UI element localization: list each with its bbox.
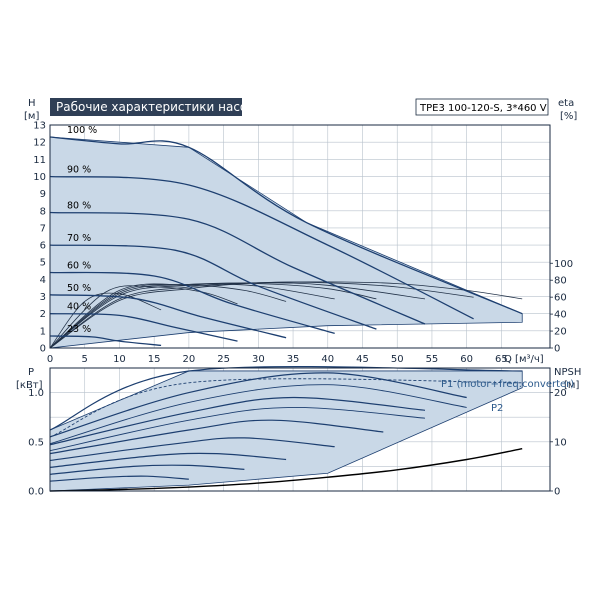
speed-curve-3 — [49, 244, 377, 330]
top-speed-curves: 100 % 90 % 80 % 70 % 60 % 50 % 40 % 23 % — [49, 125, 523, 347]
top-y2-tick-label: 20 — [554, 327, 567, 338]
legend-p2: P2 — [491, 403, 503, 414]
model-box — [415, 98, 549, 116]
p1-curve-5 — [49, 452, 287, 468]
speed-curve-5 — [49, 294, 287, 339]
top-x-tick-label: 5 — [82, 354, 88, 365]
p2-curve-2 — [49, 406, 426, 452]
top-envelope — [49, 136, 523, 349]
speed-curve-7 — [49, 335, 162, 347]
legend-p1: P1 (motor+freq.converter) — [441, 379, 574, 390]
eta-curve-6 — [49, 285, 238, 349]
bottom-y2-tick-label: 20 — [554, 388, 567, 399]
top-y-tick-label: 6 — [40, 241, 46, 252]
top-x-tick-label: 60 — [460, 354, 473, 365]
top-x-tick-label: 65 — [495, 354, 508, 365]
speed-curve-label-5: 50 % — [67, 283, 91, 294]
top-y-tick-label: 7 — [40, 223, 46, 234]
top-y-tick-label: 1 — [40, 326, 46, 337]
top-x-tick-label: 10 — [113, 354, 126, 365]
speed-curve-2 — [49, 211, 426, 325]
top-y2-axis-symbol: eta — [558, 98, 574, 109]
speed-curve-6 — [49, 313, 238, 342]
top-x-tick-label: 30 — [252, 354, 265, 365]
top-y-tick-label: 10 — [33, 172, 46, 183]
top-y-tick-label: 12 — [33, 138, 46, 149]
model-label: TPE3 100-120-S, 3*460 V — [419, 103, 547, 114]
p1-curve-2 — [49, 396, 426, 446]
speed-curve-1 — [49, 175, 474, 320]
top-x-tick-label: 15 — [148, 354, 161, 365]
bottom-y-axis-symbol: P — [28, 367, 34, 378]
top-y-tick-label: 2 — [40, 309, 46, 320]
bottom-y-tick-label: 0.0 — [28, 487, 44, 498]
top-y2-tick-label: 100 — [554, 259, 573, 270]
top-y2-tick-label: 0 — [554, 344, 560, 355]
speed-curve-4 — [49, 271, 335, 335]
eta-curve-3 — [49, 282, 377, 349]
speed-curve-label-4: 60 % — [67, 261, 91, 272]
top-y-tick-label: 8 — [40, 206, 46, 217]
p1-curve-7 — [49, 475, 189, 482]
bottom-npsh-curve — [49, 448, 523, 492]
bottom-y2-tick-label: 10 — [554, 437, 567, 448]
bottom-plot-frame — [49, 367, 551, 492]
eta-curve-7 — [49, 292, 162, 349]
bottom-y2-tick-label: 0 — [554, 487, 560, 498]
top-x-tick-label: 50 — [391, 354, 404, 365]
speed-curve-label-2: 80 % — [67, 200, 91, 211]
p2-curve-1 — [49, 384, 467, 445]
speed-curve-label-3: 70 % — [67, 233, 91, 244]
top-y2-tick-label: 40 — [554, 310, 567, 321]
top-x-axis-label: Q [м³/ч] — [504, 354, 544, 365]
p1-curve-1 — [49, 372, 467, 438]
top-y-tick-label: 9 — [40, 189, 46, 200]
p1-curve-3 — [49, 419, 384, 455]
top-y-tick-label: 5 — [40, 258, 46, 269]
top-x-tick-label: 40 — [321, 354, 334, 365]
top-y2-tick-label: 80 — [554, 276, 567, 287]
top-y-tick-label: 13 — [33, 121, 46, 132]
bottom-y-axis-unit: [кВт] — [16, 380, 43, 391]
top-x-tick-label: 25 — [217, 354, 230, 365]
title-bar — [50, 98, 242, 116]
speed-curve-0 — [49, 136, 523, 315]
speed-curve-label-6: 40 % — [67, 302, 91, 313]
p1-curve-4 — [49, 437, 335, 462]
top-x-tick-label: 0 — [47, 354, 53, 365]
chart-title: Рабочие характеристики насоса — [56, 100, 261, 114]
top-y-axis-symbol: H — [28, 98, 36, 109]
bottom-y-tick-label: 0.5 — [28, 437, 44, 448]
top-plot-frame — [49, 124, 551, 349]
top-x-tick-label: 55 — [426, 354, 439, 365]
speed-curve-label-1: 90 % — [67, 164, 91, 175]
npsh-curve — [49, 448, 523, 492]
top-y-tick-label: 3 — [40, 292, 46, 303]
bottom-y-tick-label: 1.0 — [28, 388, 44, 399]
bottom-y2-axis-symbol: NPSH — [554, 367, 581, 378]
top-x-tick-label: 35 — [287, 354, 300, 365]
bottom-y2-axis-unit: [м] — [564, 380, 579, 391]
top-y2-tick-label: 60 — [554, 293, 567, 304]
top-x-tick-label: 20 — [183, 354, 196, 365]
top-y-tick-label: 4 — [40, 275, 46, 286]
top-y2-axis-unit: [%] — [560, 111, 577, 122]
top-x-tick-label: 45 — [356, 354, 369, 365]
speed-curve-label-0: 100 % — [67, 125, 97, 136]
top-y-axis-unit: [м] — [24, 111, 39, 122]
speed-curve-label-7: 23 % — [67, 324, 91, 335]
top-y-tick-label: 0 — [40, 344, 46, 355]
top-y-tick-label: 11 — [33, 155, 46, 166]
eta-curve-4 — [49, 283, 335, 349]
top-operating-envelope — [49, 136, 523, 349]
p1-curve-6 — [49, 464, 245, 475]
